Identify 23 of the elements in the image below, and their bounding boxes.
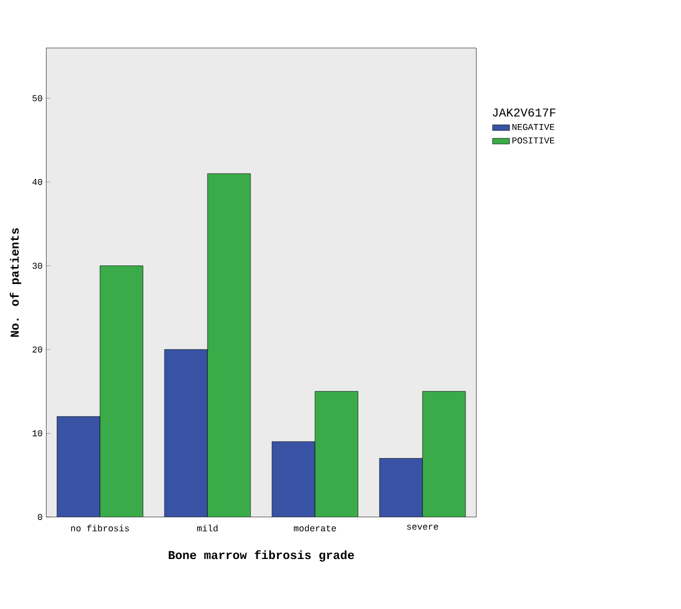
y-tick-label: 20 bbox=[32, 346, 42, 353]
y-tick-label: 0 bbox=[38, 514, 42, 520]
x-tick-label: no fibrosis bbox=[71, 524, 129, 532]
bar bbox=[422, 391, 466, 517]
bar bbox=[315, 391, 358, 517]
x-tick-label: mild bbox=[197, 524, 218, 532]
x-tick-label: moderate bbox=[294, 524, 336, 532]
y-axis-title: No. of patients bbox=[10, 228, 22, 337]
bar bbox=[208, 174, 251, 517]
x-axis-title: Bone marrow fibrosis grade bbox=[168, 550, 354, 562]
legend-label: NEGATIVE bbox=[512, 124, 554, 130]
bar bbox=[379, 458, 423, 517]
bar bbox=[100, 266, 144, 517]
legend-label: POSITIVE bbox=[512, 137, 554, 144]
y-tick-label: 10 bbox=[32, 430, 42, 436]
bar bbox=[272, 442, 316, 517]
y-tick-label: 30 bbox=[32, 262, 42, 269]
bar bbox=[57, 416, 100, 517]
y-tick-label: 40 bbox=[32, 178, 42, 186]
y-tick-label: 50 bbox=[32, 95, 42, 102]
legend-title: JAK2V617F bbox=[492, 108, 556, 117]
bar bbox=[164, 349, 208, 517]
x-tick-label: severe bbox=[407, 524, 438, 530]
